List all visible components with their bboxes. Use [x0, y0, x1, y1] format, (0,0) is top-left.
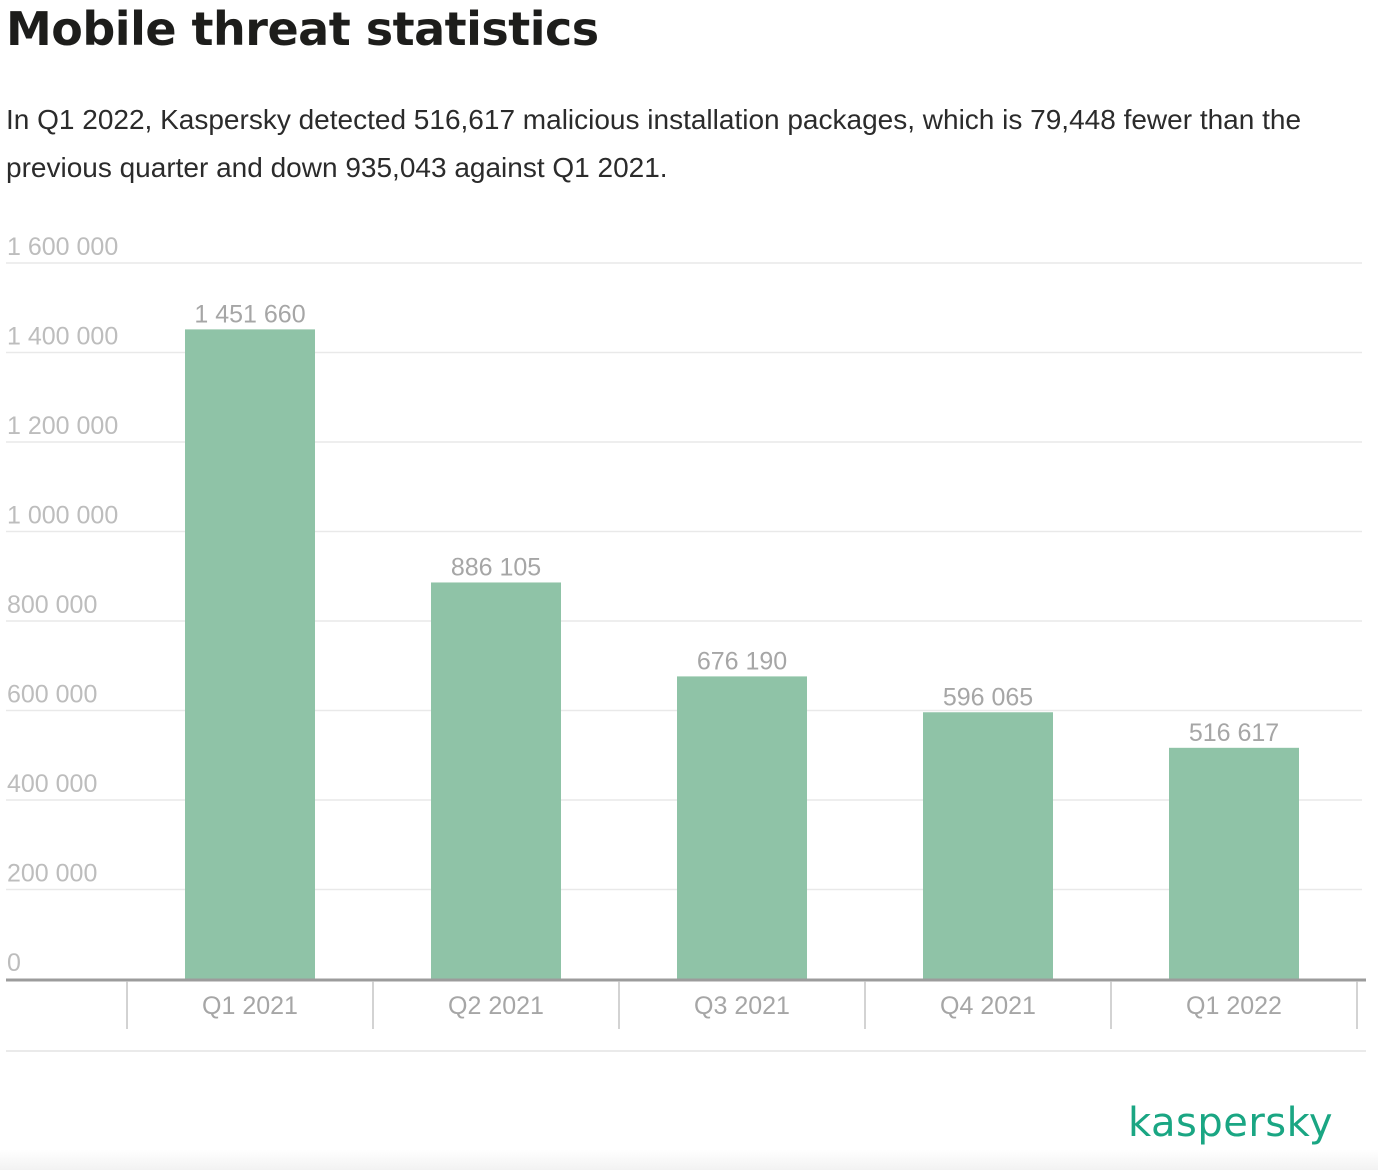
y-tick-label: 1 000 000 — [7, 502, 118, 530]
y-tick-label: 200 000 — [7, 860, 97, 888]
bar-q3-2021 — [677, 676, 807, 979]
data-label: 886 105 — [451, 553, 541, 581]
bar-q2-2021 — [431, 582, 561, 979]
bar-q4-2021 — [923, 712, 1053, 979]
y-tick-label: 0 — [7, 949, 21, 977]
bottom-shade — [0, 1150, 1378, 1170]
y-axis-tick-labels: 0 200 000 400 000 600 000 800 000 1 000 000 1 … — [7, 233, 118, 977]
data-label: 596 065 — [943, 683, 1033, 711]
x-tick-label: Q1 2021 — [202, 992, 298, 1020]
x-axis-tick-labels: Q1 2021 Q2 2021 Q3 2021 Q4 2021 Q1 2022 — [202, 992, 1282, 1020]
x-tick-label: Q1 2022 — [1186, 992, 1282, 1020]
x-tick-label: Q3 2021 — [694, 992, 790, 1020]
y-tick-label: 1 400 000 — [7, 323, 118, 351]
y-tick-label: 800 000 — [7, 591, 97, 619]
data-label: 516 617 — [1189, 719, 1279, 747]
y-tick-label: 600 000 — [7, 681, 97, 709]
y-tick-label: 400 000 — [7, 770, 97, 798]
data-labels: 1 451 660 886 105 676 190 596 065 516 617 — [194, 300, 1279, 746]
y-tick-label: 1 200 000 — [7, 412, 118, 440]
x-tick-label: Q4 2021 — [940, 992, 1036, 1020]
bar-q1-2022 — [1169, 747, 1299, 979]
x-axis — [6, 978, 1366, 1052]
chart-title: Mobile threat statistics — [6, 2, 599, 56]
chart-subtitle: In Q1 2022, Kaspersky detected 516,617 m… — [6, 104, 1302, 183]
kaspersky-logo: kaspersky — [1128, 1100, 1334, 1146]
data-label: 1 451 660 — [194, 300, 305, 328]
y-tick-label: 1 600 000 — [7, 233, 118, 261]
bars — [185, 329, 1299, 979]
data-label: 676 190 — [697, 647, 787, 675]
bar-q1-2021 — [185, 329, 315, 979]
x-tick-label: Q2 2021 — [448, 992, 544, 1020]
